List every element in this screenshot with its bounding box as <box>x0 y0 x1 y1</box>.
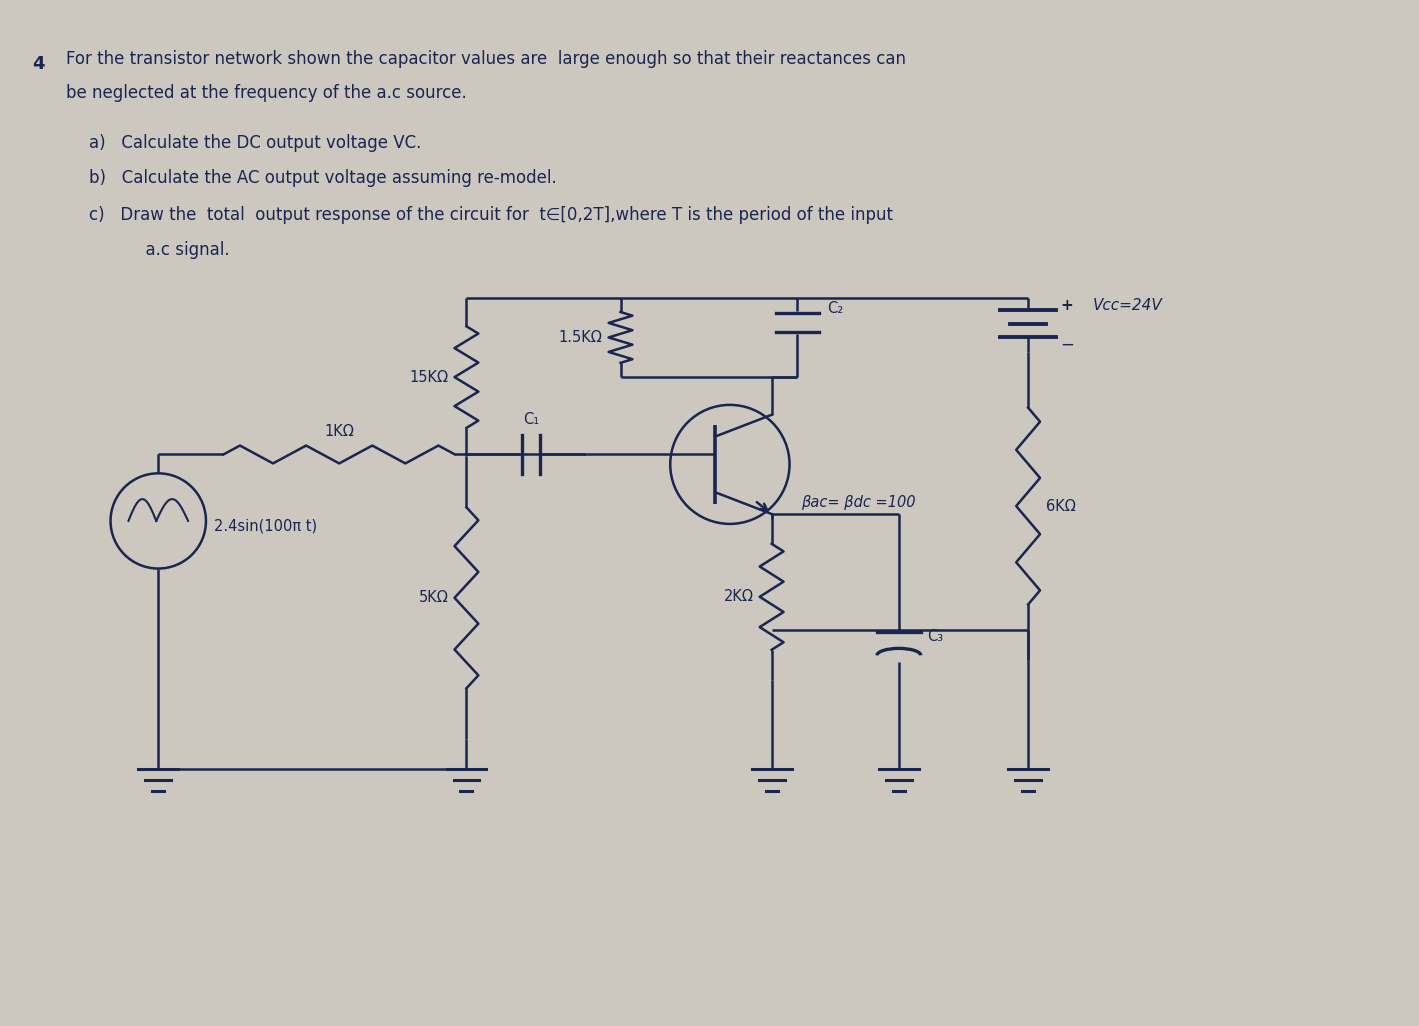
Text: C₂: C₂ <box>827 302 843 316</box>
Text: 5KΩ: 5KΩ <box>419 590 448 605</box>
Text: 15KΩ: 15KΩ <box>410 369 448 385</box>
Text: 1KΩ: 1KΩ <box>325 424 355 438</box>
Text: a.c signal.: a.c signal. <box>114 241 228 260</box>
Text: 6KΩ: 6KΩ <box>1046 499 1076 514</box>
Text: b)   Calculate the AC output voltage assuming re-model.: b) Calculate the AC output voltage assum… <box>88 169 556 187</box>
Text: a)   Calculate the DC output voltage VC.: a) Calculate the DC output voltage VC. <box>88 134 421 152</box>
Text: be neglected at the frequency of the a.c source.: be neglected at the frequency of the a.c… <box>65 83 467 102</box>
Text: −: − <box>1060 336 1074 353</box>
Text: 1.5KΩ: 1.5KΩ <box>559 330 603 345</box>
Text: C₁: C₁ <box>524 411 539 427</box>
Text: Vcc=24V: Vcc=24V <box>1093 299 1162 313</box>
Text: 2.4sin(100π t): 2.4sin(100π t) <box>214 518 316 534</box>
Text: +: + <box>1060 299 1073 313</box>
Text: c)   Draw the  total  output response of the circuit for  t∈[0,2T],where T is th: c) Draw the total output response of the… <box>88 205 893 224</box>
Text: C₃: C₃ <box>927 629 942 644</box>
Text: βac= βdc =100: βac= βdc =100 <box>802 495 915 510</box>
Text: For the transistor network shown the capacitor values are  large enough so that : For the transistor network shown the cap… <box>65 50 905 68</box>
Text: 4: 4 <box>33 54 44 73</box>
Text: 2KΩ: 2KΩ <box>724 589 753 604</box>
